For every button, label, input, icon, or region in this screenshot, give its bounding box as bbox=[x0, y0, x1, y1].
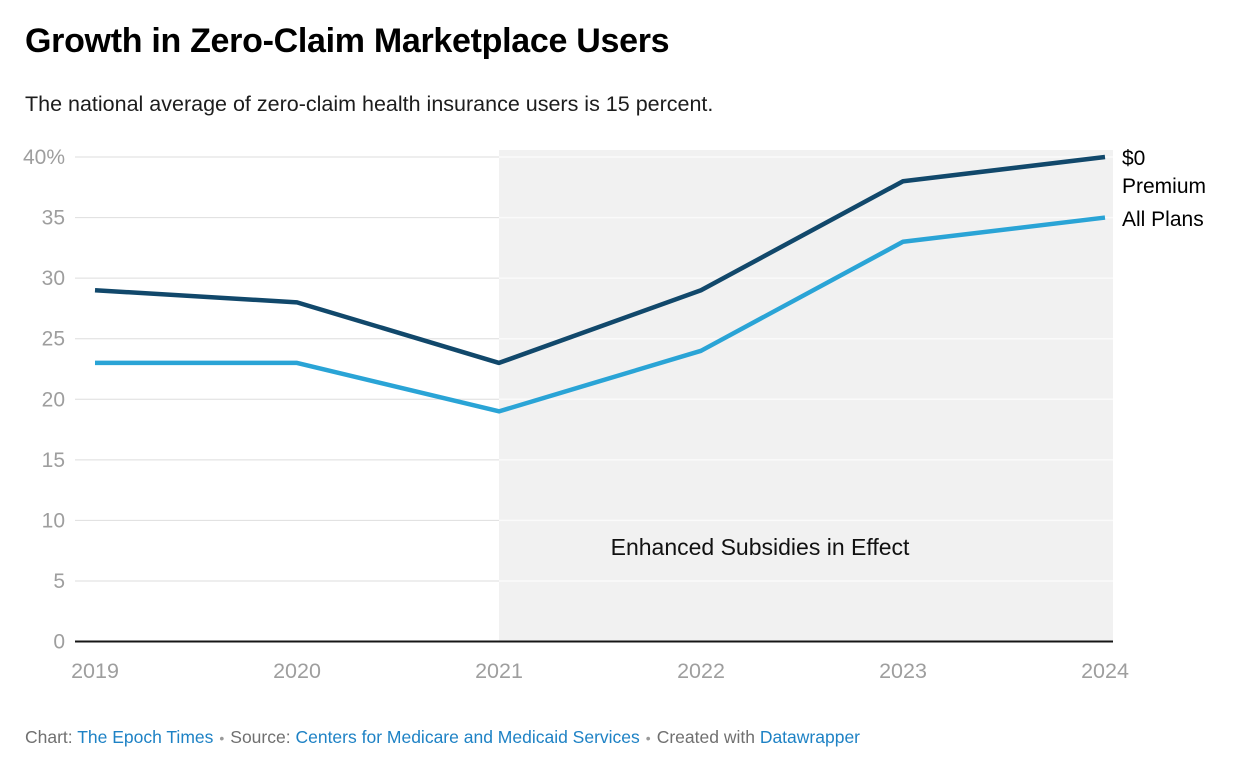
footer-source-link[interactable]: Centers for Medicare and Medicaid Servic… bbox=[295, 727, 640, 747]
series-label-all-plans: All Plans bbox=[1122, 208, 1204, 231]
footer-separator-icon: • bbox=[645, 730, 651, 746]
footer-tool-link[interactable]: Datawrapper bbox=[759, 727, 861, 747]
x-axis-tick-label: 2022 bbox=[677, 659, 725, 683]
footer-chart-prefix: Chart: bbox=[25, 727, 78, 747]
footer-separator-icon: • bbox=[219, 730, 225, 746]
footer-attribution: Chart: The Epoch Times • Source: Centers f… bbox=[25, 727, 860, 748]
y-axis-tick-label: 15 bbox=[42, 449, 65, 472]
x-axis-tick-label: 2021 bbox=[475, 659, 523, 683]
footer-source-prefix: Source: bbox=[230, 727, 296, 747]
series-line--0-premium bbox=[94, 154, 1106, 366]
highlight-band bbox=[499, 150, 1113, 642]
y-axis-tick-label: 40% bbox=[23, 146, 65, 169]
series-label-zero-premium: $0 Premium bbox=[1122, 147, 1207, 198]
y-axis-tick-label: 10 bbox=[42, 509, 65, 532]
y-axis-tick-label: 30 bbox=[42, 267, 65, 290]
y-axis-tick-label: 5 bbox=[53, 570, 65, 593]
y-axis-tick-label: 35 bbox=[42, 207, 65, 230]
y-axis-tick-label: 25 bbox=[42, 328, 65, 351]
x-axis-tick-label: 2023 bbox=[879, 659, 927, 683]
x-axis-tick-label: 2024 bbox=[1081, 659, 1129, 683]
chart-title: Growth in Zero-Claim Marketplace Users bbox=[25, 22, 670, 60]
y-axis-tick-label: 0 bbox=[53, 631, 65, 654]
footer-chart-credit-link[interactable]: The Epoch Times bbox=[77, 727, 214, 747]
chart-plot-area: 40% 35 30 25 20 15 10 5 0 2019 2020 2021 2022 2023 202… bbox=[23, 146, 1129, 683]
chart-subtitle: The national average of zero-claim healt… bbox=[25, 92, 714, 116]
x-axis-tick-label: 2019 bbox=[71, 659, 119, 683]
series-line-all-plans bbox=[95, 215, 1106, 414]
x-axis-tick-label: 2020 bbox=[273, 659, 321, 683]
annotation-enhanced-subsidies: Enhanced Subsidies in Effect bbox=[610, 534, 910, 560]
y-axis-tick-label: 20 bbox=[42, 388, 65, 411]
footer-created-prefix: Created with bbox=[656, 727, 760, 747]
